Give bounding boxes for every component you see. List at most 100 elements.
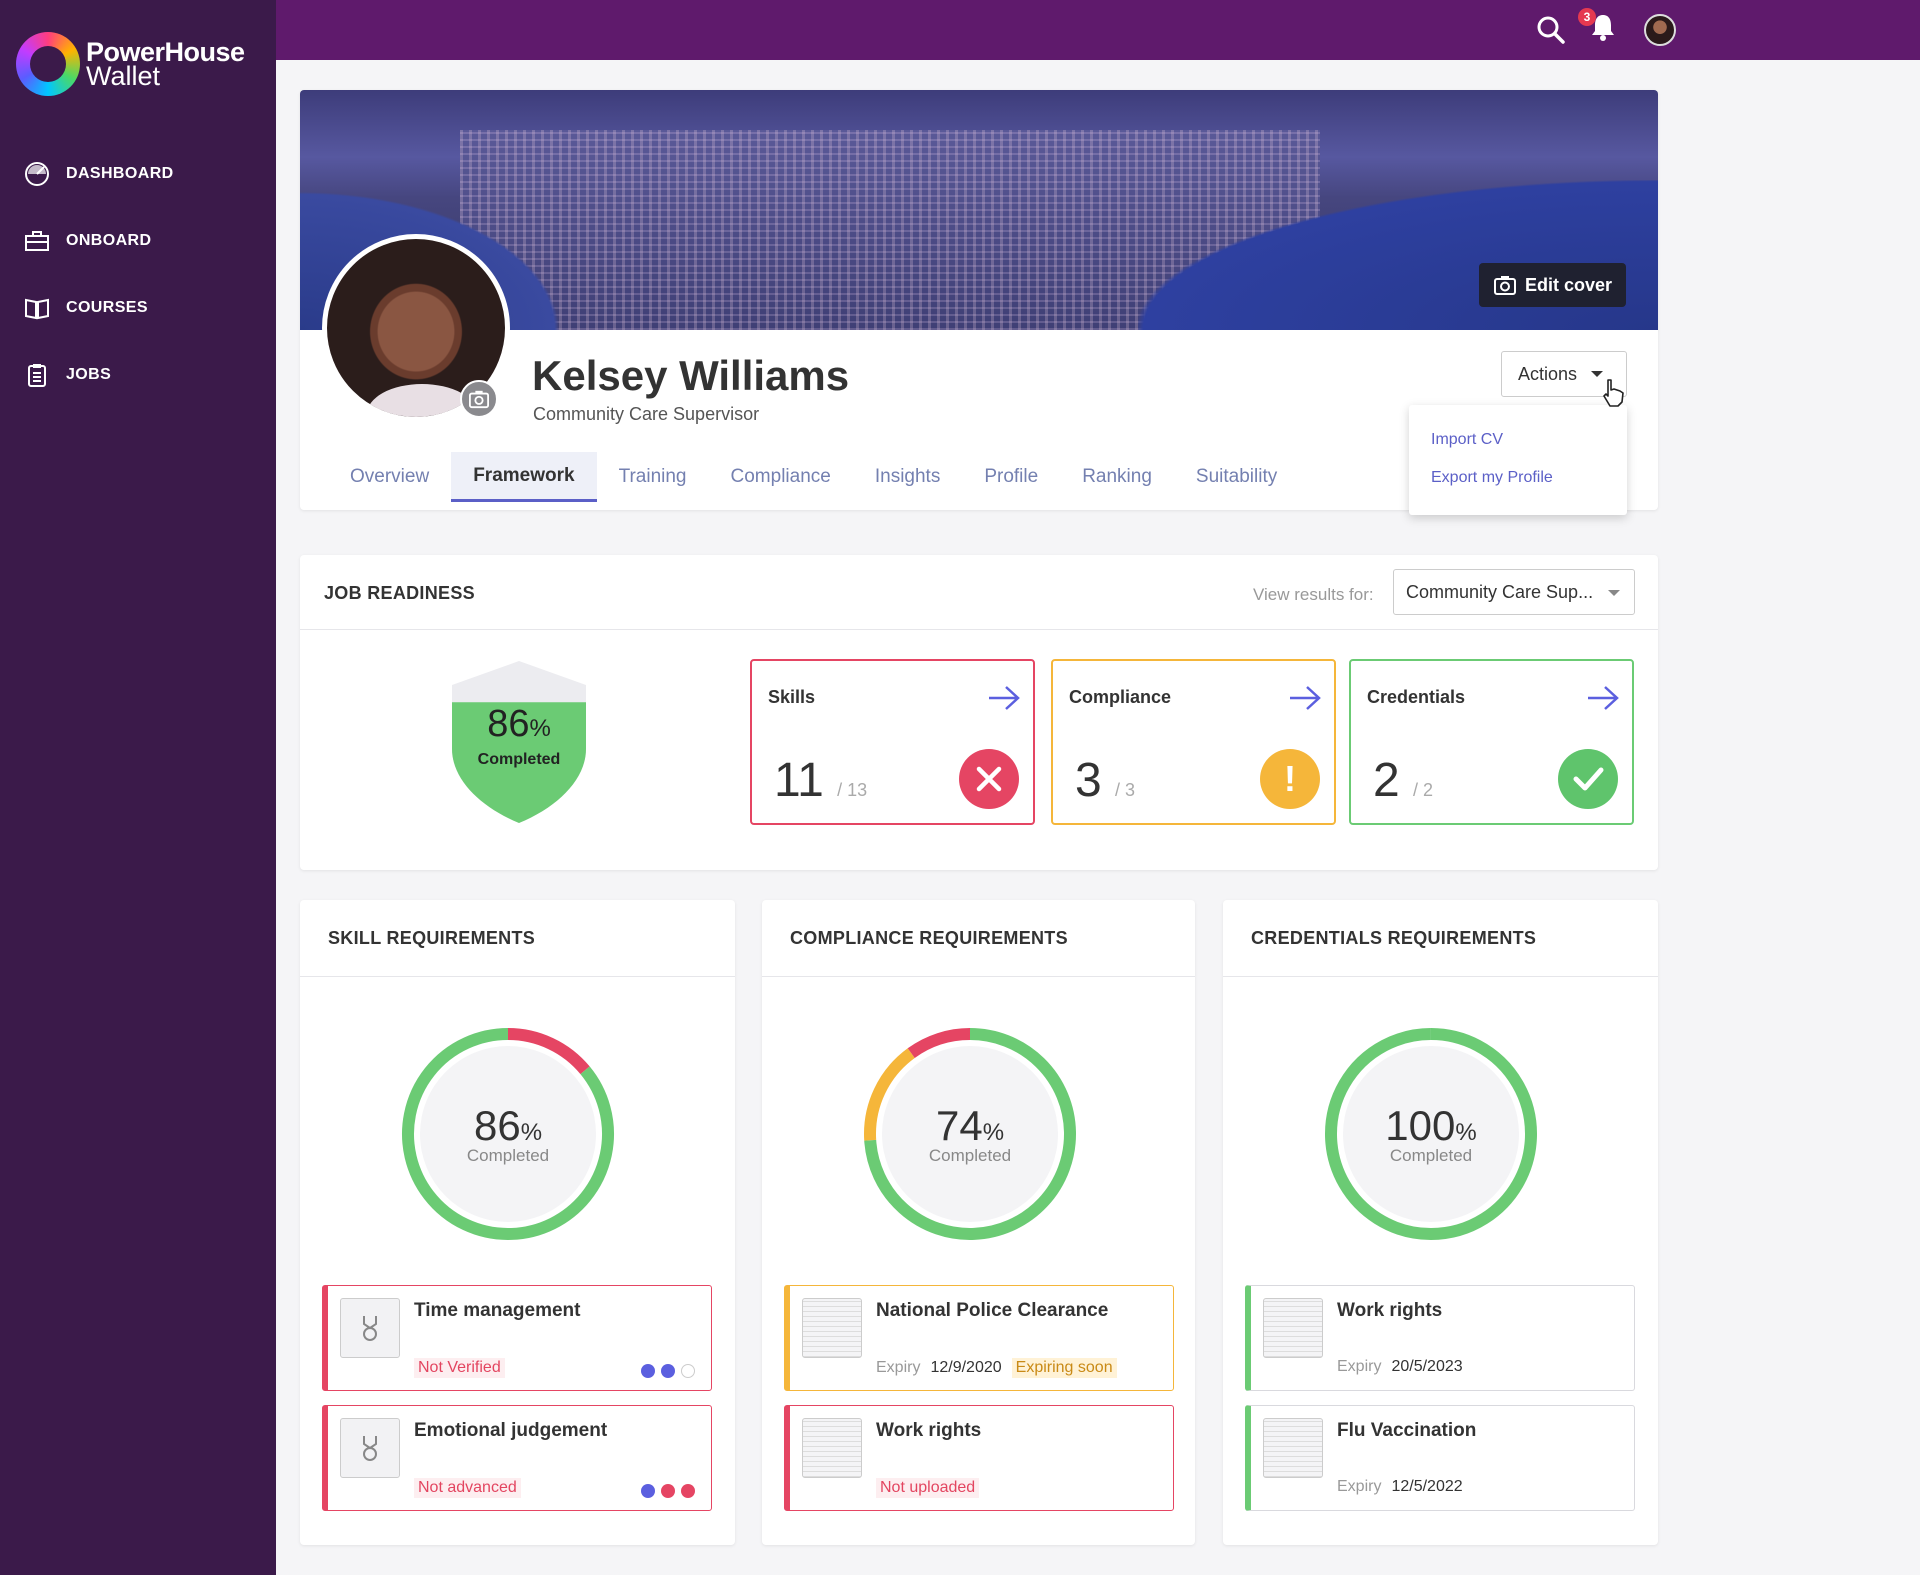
donut-segment <box>864 1048 915 1141</box>
tab-framework[interactable]: Framework <box>451 452 597 502</box>
role-select-value: Community Care Sup... <box>1406 581 1594 602</box>
readiness-shield <box>452 661 586 823</box>
donut-subtitle: Completed <box>928 1146 1012 1165</box>
expiry-date: 12/5/2022 <box>1391 1478 1463 1495</box>
skills-stat-card[interactable]: Skills 11 / 13 <box>750 659 1035 825</box>
skill-requirements-card: SKILL REQUIREMENTS 86% Completed Time ma… <box>300 900 735 1545</box>
arrow-right-icon[interactable] <box>1288 683 1322 713</box>
tab-suitability[interactable]: Suitability <box>1195 466 1278 487</box>
chevron-down-icon <box>1608 590 1620 596</box>
sidebar-item-courses[interactable]: COURSES <box>0 274 276 341</box>
role-select[interactable]: Community Care Sup... <box>1393 569 1635 615</box>
medal-icon <box>340 1298 400 1358</box>
top-bar: 3 <box>276 0 1920 60</box>
status-badge: Not uploaded <box>876 1478 980 1498</box>
stat-total: / 2 <box>1413 780 1434 800</box>
status-badge: Expiring soon <box>1011 1358 1117 1378</box>
list-item[interactable]: Time management Not Verified <box>322 1285 712 1391</box>
sidebar-item-onboard[interactable]: ONBOARD <box>0 207 276 274</box>
expiry-label: Expiry <box>1337 1358 1382 1375</box>
profile-role: Community Care Supervisor <box>533 404 760 424</box>
skill-requirements-title: SKILL REQUIREMENTS <box>328 928 536 948</box>
donut-segment <box>1324 1028 1537 1240</box>
credentials-requirements-title: CREDENTIALS REQUIREMENTS <box>1251 928 1537 948</box>
item-title: Time management <box>414 1300 581 1321</box>
tab-training[interactable]: Training <box>618 466 687 487</box>
stat-label: Skills <box>768 687 816 707</box>
stat-value: 11 <box>774 754 824 807</box>
profile-name: Kelsey Williams <box>532 352 850 399</box>
stat-label: Credentials <box>1367 687 1466 707</box>
tab-overview[interactable]: Overview <box>350 466 430 487</box>
sidebar-item-label: COURSES <box>66 298 148 316</box>
change-photo-button[interactable] <box>460 380 498 418</box>
sidebar-item-jobs[interactable]: JOBS <box>0 341 276 408</box>
donut-percent: 100 <box>1385 1102 1456 1149</box>
clipboard-icon <box>28 363 46 387</box>
expiry-label: Expiry <box>1337 1478 1382 1495</box>
stat-label: Compliance <box>1069 687 1172 707</box>
menu-item-export-profile[interactable]: Export my Profile <box>1431 469 1553 486</box>
donut-segment <box>402 1028 614 1240</box>
list-item[interactable]: Work rights Expiry 20/5/2023 <box>1245 1285 1635 1391</box>
compliance-requirements-title: COMPLIANCE REQUIREMENTS <box>790 928 1068 948</box>
document-icon <box>802 1298 862 1358</box>
arrow-right-icon[interactable] <box>1586 683 1620 713</box>
item-title: Work rights <box>1337 1300 1443 1321</box>
compliance-donut-chart <box>864 1028 1076 1240</box>
job-readiness-card: JOB READINESS View results for: Communit… <box>300 555 1658 870</box>
donut-percent: 86 <box>473 1102 521 1149</box>
status-badge: Not Verified <box>414 1358 505 1378</box>
donut-segment <box>864 1028 1076 1240</box>
donut-segment <box>507 1028 590 1075</box>
pointer-cursor-icon <box>1603 379 1624 407</box>
tab-ranking[interactable]: Ranking <box>1082 466 1152 487</box>
user-avatar[interactable] <box>1644 13 1676 46</box>
camera-icon <box>469 390 489 409</box>
profile-tabs: Overview Framework Training Compliance I… <box>328 452 1299 502</box>
menu-item-import-cv[interactable]: Import CV <box>1431 431 1504 448</box>
tab-insights[interactable]: Insights <box>874 466 941 487</box>
tab-profile[interactable]: Profile <box>984 466 1039 487</box>
edit-cover-label: Edit cover <box>1524 274 1612 295</box>
briefcase-icon <box>25 230 49 251</box>
warning-icon: ! <box>1260 749 1320 809</box>
book-icon <box>25 298 49 319</box>
list-item[interactable]: National Police Clearance Expiry 12/9/20… <box>784 1285 1174 1391</box>
actions-label: Actions <box>1518 363 1578 384</box>
credentials-donut-chart <box>1324 1028 1537 1240</box>
tab-compliance[interactable]: Compliance <box>730 466 831 487</box>
expiry-label: Expiry <box>876 1359 921 1376</box>
actions-menu: Import CV Export my Profile <box>1409 405 1627 515</box>
sidebar-item-label: DASHBOARD <box>66 164 174 182</box>
notifications-button[interactable]: 3 <box>1578 8 1618 47</box>
sidebar-item-label: JOBS <box>66 365 112 383</box>
skill-donut-chart <box>402 1028 614 1240</box>
donut-subtitle: Completed <box>466 1146 550 1165</box>
percent-sign: % <box>520 1119 543 1146</box>
item-title: Emotional judgement <box>414 1420 608 1441</box>
actions-button[interactable]: Actions <box>1501 351 1627 397</box>
brand-name: PowerHouse <box>86 37 245 67</box>
sidebar-item-dashboard[interactable]: DASHBOARD <box>0 140 276 207</box>
stat-total: / 3 <box>1115 780 1136 800</box>
notification-badge: 3 <box>1578 8 1596 26</box>
expiry-date: 12/9/2020 <box>930 1359 1002 1376</box>
compliance-requirements-card: COMPLIANCE REQUIREMENTS 74% Completed Na… <box>762 900 1195 1545</box>
check-icon <box>1558 749 1618 809</box>
brand-subname: Wallet <box>86 61 161 91</box>
credentials-stat-card[interactable]: Credentials 2 / 2 <box>1349 659 1634 825</box>
search-icon[interactable] <box>1536 15 1566 45</box>
level-dots <box>635 1364 695 1378</box>
list-item[interactable]: Work rights Not uploaded <box>784 1405 1174 1511</box>
edit-cover-button[interactable]: Edit cover <box>1478 263 1626 307</box>
item-title: National Police Clearance <box>876 1300 1109 1321</box>
list-item[interactable]: Emotional judgement Not advanced <box>322 1405 712 1511</box>
app-logo[interactable]: PowerHouse Wallet <box>16 32 245 96</box>
percent-sign: % <box>1455 1119 1477 1146</box>
arrow-right-icon[interactable] <box>987 683 1021 713</box>
compliance-stat-card[interactable]: Compliance 3 / 3 ! <box>1051 659 1336 825</box>
document-icon <box>1263 1298 1323 1358</box>
stat-value: 3 <box>1075 754 1102 807</box>
list-item[interactable]: Flu Vaccination Expiry 12/5/2022 <box>1245 1405 1635 1511</box>
